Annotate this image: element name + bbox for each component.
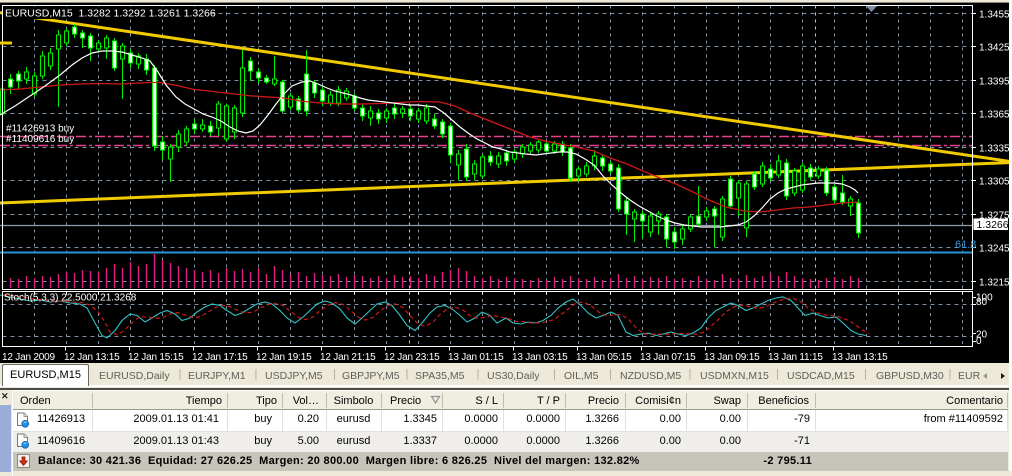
svg-text:61.8: 61.8 [955, 239, 976, 251]
svg-text:80: 80 [976, 297, 988, 308]
svg-text:1.3305: 1.3305 [979, 176, 1010, 187]
svg-text:#11426913 buy: #11426913 buy [6, 124, 74, 135]
svg-text:100: 100 [976, 293, 993, 304]
svg-text:13 Jan 05:15: 13 Jan 05:15 [576, 352, 632, 363]
svg-text:12 Jan 2009: 12 Jan 2009 [2, 352, 55, 363]
svg-text:13 Jan 07:15: 13 Jan 07:15 [640, 352, 696, 363]
svg-text:EURUSD,M15 1.3282 1.3292 1.32: EURUSD,M15 1.3282 1.3292 1.3261 1.3266 [5, 8, 216, 20]
svg-text:12 Jan 17:15: 12 Jan 17:15 [192, 352, 248, 363]
svg-text:Stoch(5,3,3) 22.5000 21.3268: Stoch(5,3,3) 22.5000 21.3268 [4, 293, 137, 304]
svg-text:13 Jan 03:15: 13 Jan 03:15 [512, 352, 568, 363]
svg-text:12 Jan 15:15: 12 Jan 15:15 [128, 352, 184, 363]
svg-text:1.3395: 1.3395 [979, 76, 1010, 87]
svg-text:12 Jan 23:15: 12 Jan 23:15 [384, 352, 440, 363]
svg-text:1.3425: 1.3425 [979, 42, 1010, 53]
svg-text:1.3215: 1.3215 [979, 277, 1010, 288]
svg-text:#11409616 buy: #11409616 buy [6, 134, 74, 145]
svg-text:0: 0 [976, 336, 982, 347]
svg-text:20: 20 [976, 330, 988, 341]
svg-text:1.3335: 1.3335 [979, 143, 1010, 154]
svg-text:1.3455: 1.3455 [979, 9, 1010, 20]
svg-text:1.3365: 1.3365 [979, 109, 1010, 120]
svg-text:13 Jan 09:15: 13 Jan 09:15 [704, 352, 760, 363]
svg-text:12 Jan 21:15: 12 Jan 21:15 [320, 352, 376, 363]
svg-text:1.3245: 1.3245 [979, 243, 1010, 254]
svg-text:12 Jan 13:15: 12 Jan 13:15 [64, 352, 120, 363]
svg-text:1.3275: 1.3275 [979, 210, 1010, 221]
svg-text:13 Jan 01:15: 13 Jan 01:15 [448, 352, 504, 363]
svg-text:13 Jan 11:15: 13 Jan 11:15 [768, 352, 823, 363]
svg-text:13 Jan 13:15: 13 Jan 13:15 [832, 352, 888, 363]
svg-text:12 Jan 19:15: 12 Jan 19:15 [256, 352, 312, 363]
svg-text:1.3266: 1.3266 [977, 219, 1009, 231]
